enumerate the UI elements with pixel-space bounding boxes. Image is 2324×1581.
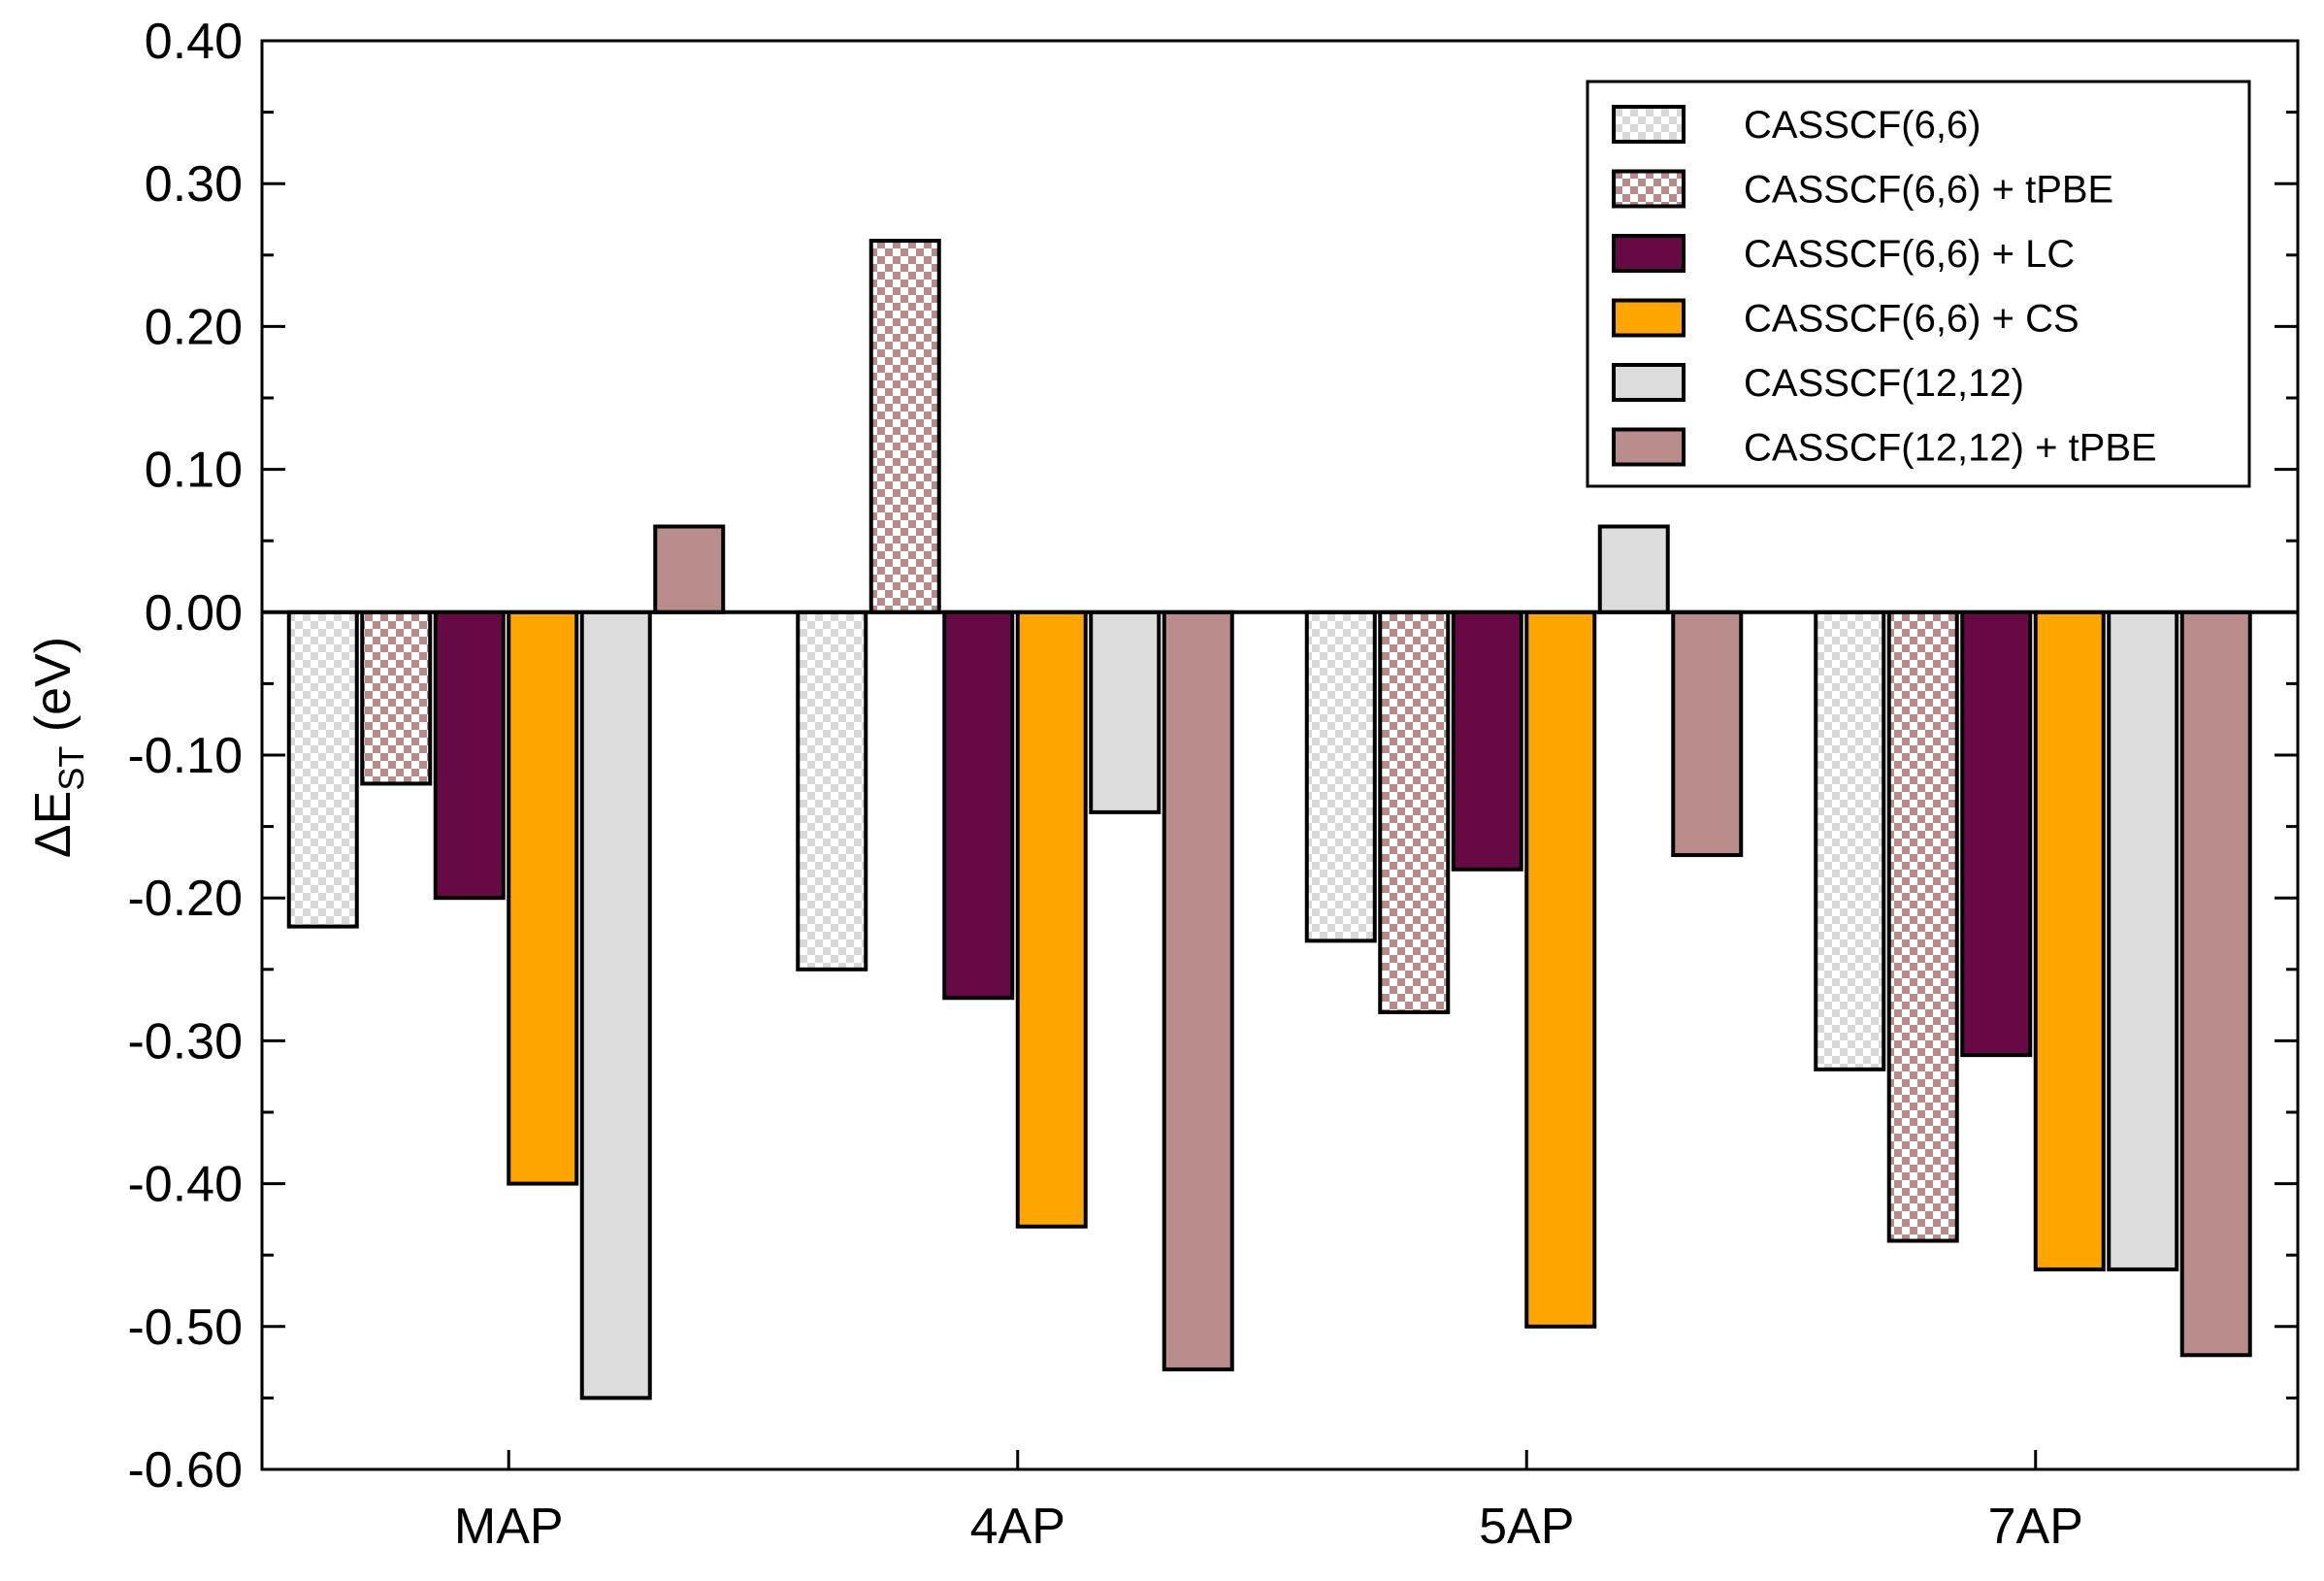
bar-map-series-3 [433,609,506,901]
legend-label-series-6: CASSCF(12,12) + tPBE [1744,427,2157,470]
y-tick-label: -0.60 [127,1442,243,1499]
legend-swatch-series-6 [1612,427,1686,467]
bar-4ap-series-2 [868,239,941,614]
x-tick-label: 5AP [1479,1499,1574,1555]
bar-map-series-4 [507,609,579,1186]
bar-map-series-2 [360,609,433,786]
bar-map-series-6 [653,524,726,614]
bar-5ap-series-4 [1524,609,1597,1329]
bar-7ap-series-1 [1814,609,1886,1071]
bar-7ap-series-2 [1886,609,1959,1243]
x-tick-label: 7AP [1988,1499,2083,1555]
bar-4ap-series-3 [942,609,1015,1001]
bar-4ap-series-4 [1015,609,1088,1229]
y-axis-title-suffix: (eV) [25,637,82,746]
y-tick-label: 0.30 [145,156,243,213]
y-axis-title: ΔEST (eV) [25,637,91,858]
legend-box [1586,80,2251,488]
legend-label-series-1: CASSCF(6,6) [1744,104,1981,147]
bar-5ap-series-5 [1597,524,1670,614]
legend-swatch-series-3 [1612,234,1686,273]
legend-label-series-3: CASSCF(6,6) + LC [1744,233,2075,276]
bar-7ap-series-6 [2179,609,2252,1358]
bar-5ap-series-6 [1671,609,1744,858]
y-tick-label: -0.20 [127,871,243,927]
legend-label-series-5: CASSCF(12,12) [1744,362,2024,405]
bar-4ap-series-6 [1162,609,1234,1371]
y-tick-label: -0.40 [127,1157,243,1213]
x-tick-label: MAP [454,1499,564,1555]
bars-layer [286,239,2252,1400]
legend-swatch-series-4 [1612,298,1686,338]
bar-map-series-5 [579,609,652,1400]
x-tick-label: 4AP [970,1499,1065,1555]
bar-5ap-series-1 [1304,609,1377,943]
legend-label-series-4: CASSCF(6,6) + CS [1744,298,2079,341]
legend-swatch-series-5 [1612,363,1686,402]
legend-swatch-series-1 [1612,105,1686,144]
bar-7ap-series-3 [1960,609,2033,1058]
y-tick-label: 0.00 [145,585,243,642]
legend-label-series-2: CASSCF(6,6) + tPBE [1744,169,2113,212]
y-tick-label: -0.30 [127,1013,243,1070]
bar-7ap-series-5 [2107,609,2179,1271]
legend-swatch-series-2 [1612,169,1686,209]
y-axis-title-subscript: ST [51,746,91,791]
y-tick-label: -0.10 [127,728,243,784]
y-tick-label: 0.20 [145,299,243,355]
y-tick-label: 0.40 [145,14,243,70]
y-tick-label: -0.50 [127,1300,243,1356]
y-tick-label: 0.10 [145,443,243,499]
axes-layer: 0.40 0.30 0.20 0.10 0.00 -0.10 -0.20 -0.30 -0.40… [127,14,2300,1555]
legend: CASSCF(6,6) CASSCF(6,6) + tPBE CASSCF(6,6)… [1586,80,2251,488]
bar-5ap-series-3 [1451,609,1523,872]
bar-4ap-series-5 [1089,609,1162,814]
bar-map-series-1 [286,609,359,929]
bar-7ap-series-4 [2033,609,2106,1271]
y-axis-title-prefix: ΔE [25,791,82,858]
bar-5ap-series-2 [1378,609,1451,1014]
bar-4ap-series-1 [796,609,868,972]
